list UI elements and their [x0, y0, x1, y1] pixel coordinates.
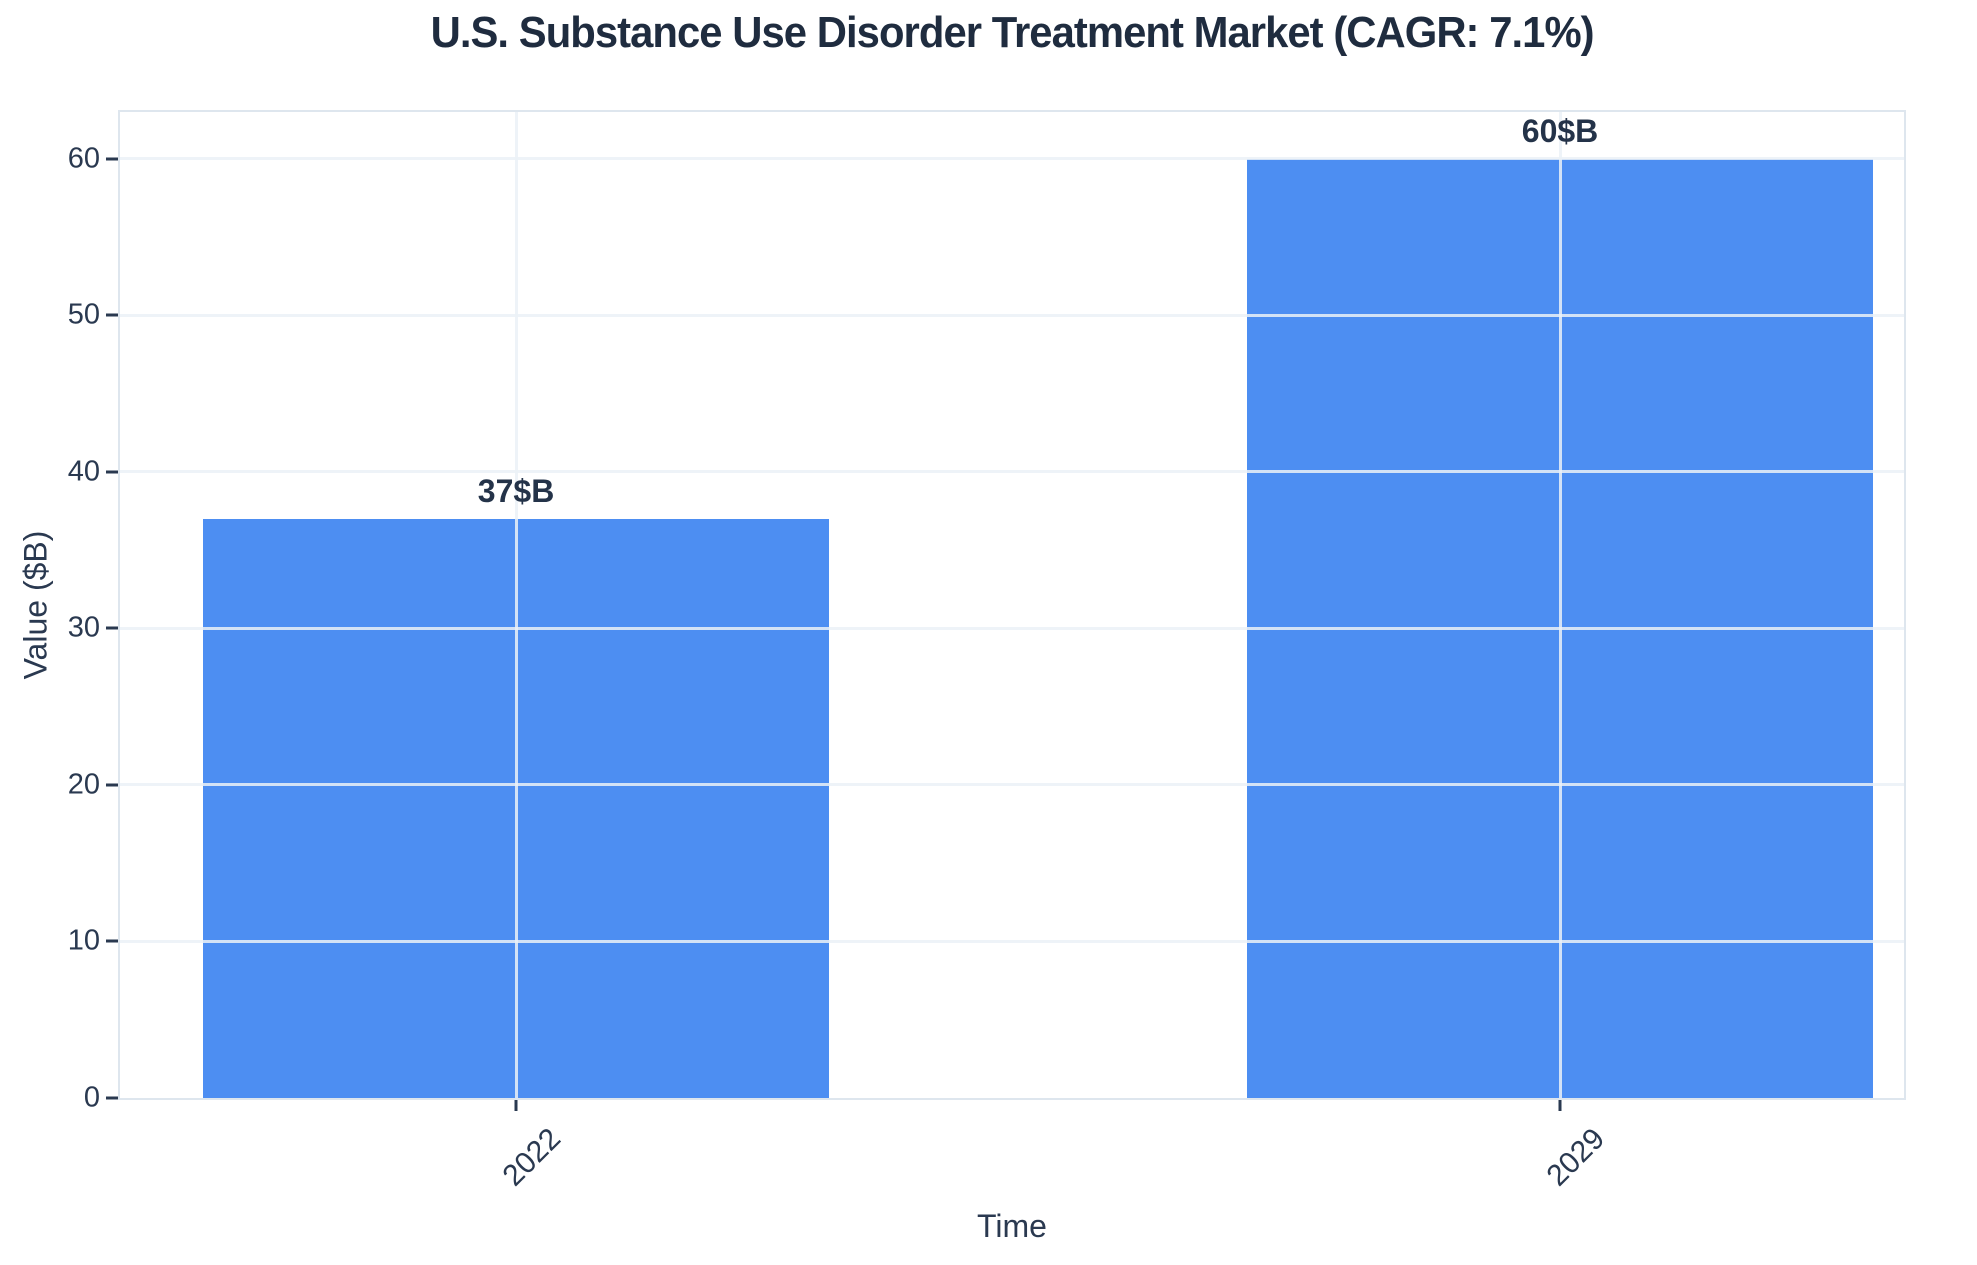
gridline-horizontal	[120, 626, 1904, 630]
y-tick-label: 40	[67, 455, 100, 488]
gridline-horizontal	[120, 783, 1904, 787]
y-tick-mark	[106, 313, 118, 317]
y-tick-mark	[106, 626, 118, 630]
y-tick-mark	[106, 1096, 118, 1100]
y-tick-mark	[106, 783, 118, 787]
chart-title: U.S. Substance Use Disorder Treatment Ma…	[120, 8, 1904, 58]
y-tick-label: 0	[83, 1081, 100, 1114]
gridline-horizontal	[120, 157, 1904, 161]
plot-area: 37$B 60$B	[120, 112, 1904, 1098]
x-axis-title: Time	[977, 1208, 1047, 1244]
y-axis-title: Value ($B)	[17, 530, 54, 680]
y-tick-label: 20	[67, 768, 100, 801]
x-tick-mark	[514, 1100, 518, 1111]
x-tick-label: 2022	[496, 1122, 568, 1193]
y-tick-label: 10	[67, 924, 100, 957]
chart-title-text: U.S. Substance Use Disorder Treatment Ma…	[430, 8, 1594, 57]
gridline-horizontal	[120, 313, 1904, 317]
y-tick-label: 30	[67, 611, 100, 644]
gridline-horizontal	[120, 470, 1904, 474]
gridline-vertical	[514, 112, 518, 1098]
y-tick-mark	[106, 470, 118, 474]
gridline-vertical	[1558, 112, 1562, 1098]
bar-value-label: 37$B	[477, 472, 555, 509]
gridline-horizontal	[120, 939, 1904, 943]
y-tick-label: 60	[67, 142, 100, 175]
x-tick-mark	[1558, 1100, 1562, 1111]
bar-value-label: 60$B	[1521, 112, 1599, 149]
x-tick-label: 2029	[1540, 1122, 1612, 1193]
y-tick-label: 50	[67, 298, 100, 331]
y-tick-mark	[106, 157, 118, 161]
y-tick-mark	[106, 939, 118, 943]
